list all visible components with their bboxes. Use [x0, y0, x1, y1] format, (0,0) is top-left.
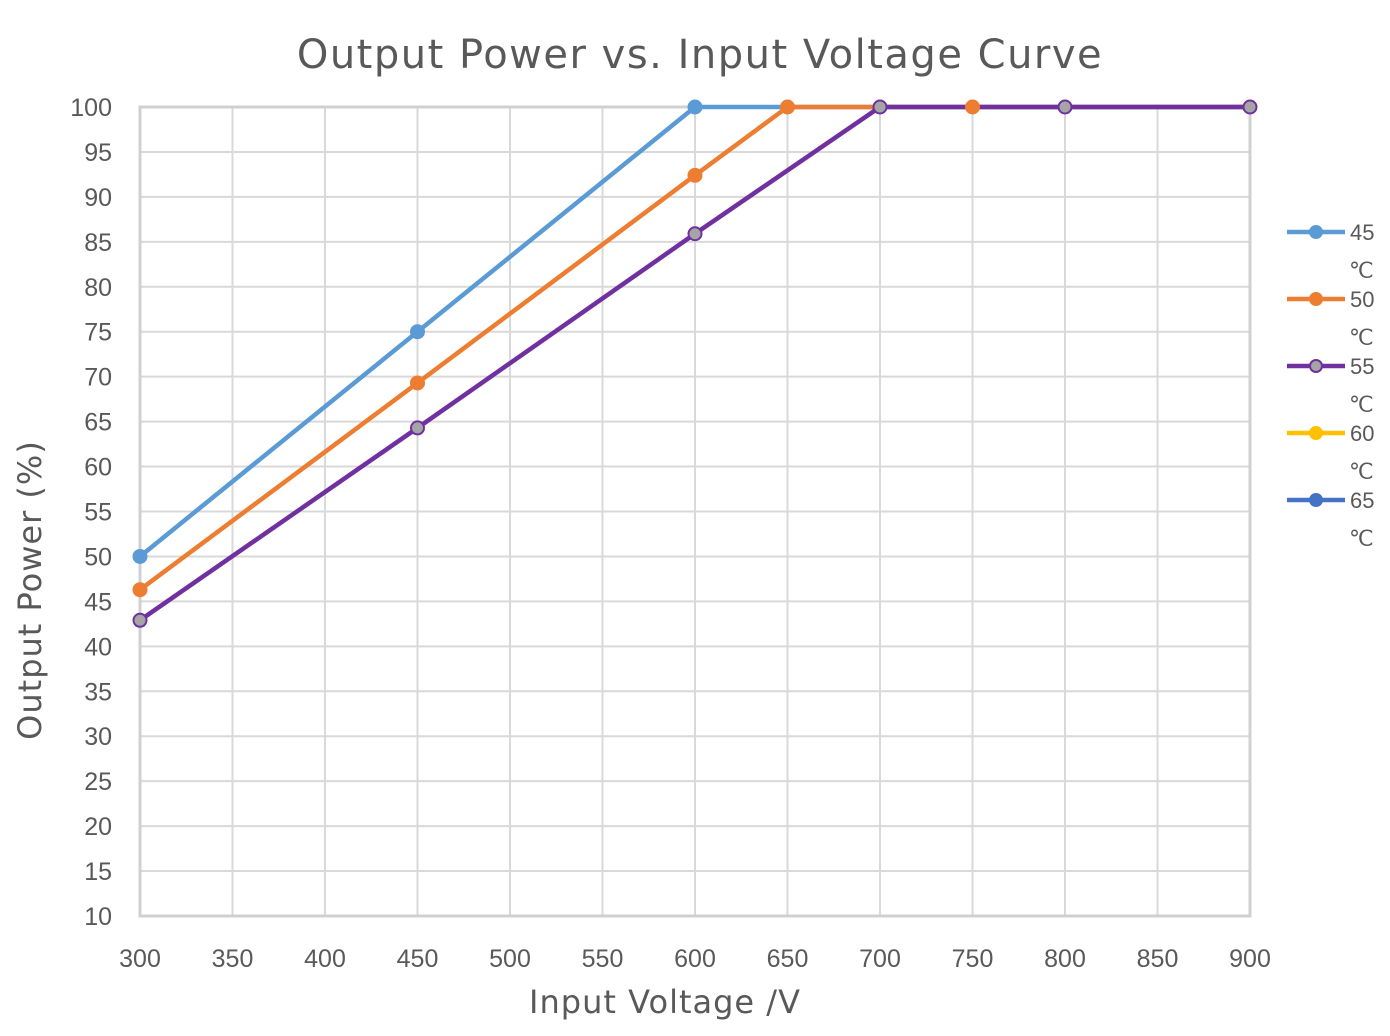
y-tick-label: 55	[84, 499, 112, 527]
legend-swatch-marker	[1309, 292, 1323, 306]
legend-item-65: 65 ℃	[1287, 488, 1374, 551]
x-tick-label: 800	[1044, 945, 1086, 973]
legend-label: 60	[1350, 421, 1374, 446]
y-tick-label: 95	[84, 139, 112, 167]
x-tick-label: 650	[767, 945, 809, 973]
legend-unit: ℃	[1349, 526, 1374, 551]
x-tick-label: 900	[1229, 945, 1271, 973]
x-tick-label: 350	[212, 945, 254, 973]
y-tick-label: 50	[84, 543, 112, 571]
legend-item-45: 45 ℃	[1287, 220, 1374, 283]
data-point-50-3	[780, 99, 795, 115]
data-point-55-2	[687, 226, 703, 242]
y-tick-label: 60	[84, 454, 112, 482]
legend-item-50: 50 ℃	[1287, 287, 1374, 350]
legend-label: 45	[1350, 220, 1374, 245]
legend-item-60: 60 ℃	[1287, 421, 1374, 484]
data-point-55-1	[410, 420, 425, 436]
legend-unit: ℃	[1349, 258, 1374, 283]
y-tick-label: 65	[84, 409, 112, 437]
y-tick-label: 100	[70, 94, 112, 122]
x-axis-label: Input Voltage /V	[529, 983, 801, 1021]
data-point-50-0	[132, 582, 148, 598]
chart-grid	[138, 105, 1252, 918]
legend-swatch-marker	[1309, 225, 1323, 239]
y-tick-label: 80	[84, 274, 112, 302]
y-tick-label: 15	[84, 858, 112, 886]
y-tick-label: 25	[84, 768, 112, 796]
y-axis-label: Output Power (%)	[11, 440, 49, 740]
data-point-50-1	[410, 375, 425, 391]
legend-label: 55	[1350, 354, 1374, 379]
data-point-45-1	[410, 324, 425, 340]
y-tick-label: 85	[84, 229, 112, 257]
x-tick-label: 300	[119, 945, 161, 973]
legend-unit: ℃	[1349, 392, 1374, 417]
data-point-55-5	[1242, 99, 1258, 115]
data-point-55-3	[872, 99, 888, 115]
axis-ticks: 10 15 20 25 30 35 40 45 50 55 60 65 70 75 80 85 90 95 100 3…	[70, 94, 1271, 973]
y-tick-label: 40	[84, 633, 112, 661]
legend-swatch-marker	[1309, 359, 1323, 373]
y-tick-label: 35	[84, 678, 112, 706]
y-tick-label: 10	[84, 903, 112, 931]
x-tick-label: 850	[1137, 945, 1179, 973]
y-tick-label: 70	[84, 364, 112, 392]
y-tick-label: 20	[84, 813, 112, 841]
legend-item-55: 55 ℃	[1287, 354, 1374, 417]
x-tick-label: 750	[952, 945, 994, 973]
data-point-45-2	[687, 99, 703, 115]
series-markers	[132, 99, 1258, 628]
legend-label: 50	[1350, 287, 1374, 312]
legend-label: 65	[1350, 488, 1374, 513]
chart-title: Output Power vs. Input Voltage Curve	[297, 32, 1103, 78]
data-point-55-0	[132, 612, 148, 628]
x-tick-label: 700	[859, 945, 901, 973]
legend-unit: ℃	[1349, 459, 1374, 484]
x-tick-label: 550	[582, 945, 624, 973]
x-tick-label: 400	[304, 945, 346, 973]
legend: 45 ℃ 50 ℃ 55 ℃ 60 ℃ 65 ℃	[1287, 220, 1374, 551]
y-tick-label: 90	[84, 184, 112, 212]
y-tick-label: 75	[84, 319, 112, 347]
data-point-45-0	[132, 548, 148, 564]
legend-swatch-marker	[1309, 493, 1323, 507]
legend-swatch-marker	[1309, 426, 1323, 440]
y-tick-label: 30	[84, 723, 112, 751]
legend-unit: ℃	[1349, 325, 1374, 350]
data-point-55-4	[1057, 99, 1073, 115]
data-point-50-4	[965, 99, 980, 115]
data-point-50-2	[687, 167, 703, 183]
x-tick-label: 600	[674, 945, 716, 973]
x-tick-label: 450	[397, 945, 439, 973]
x-tick-label: 500	[489, 945, 531, 973]
y-tick-label: 45	[84, 588, 112, 616]
